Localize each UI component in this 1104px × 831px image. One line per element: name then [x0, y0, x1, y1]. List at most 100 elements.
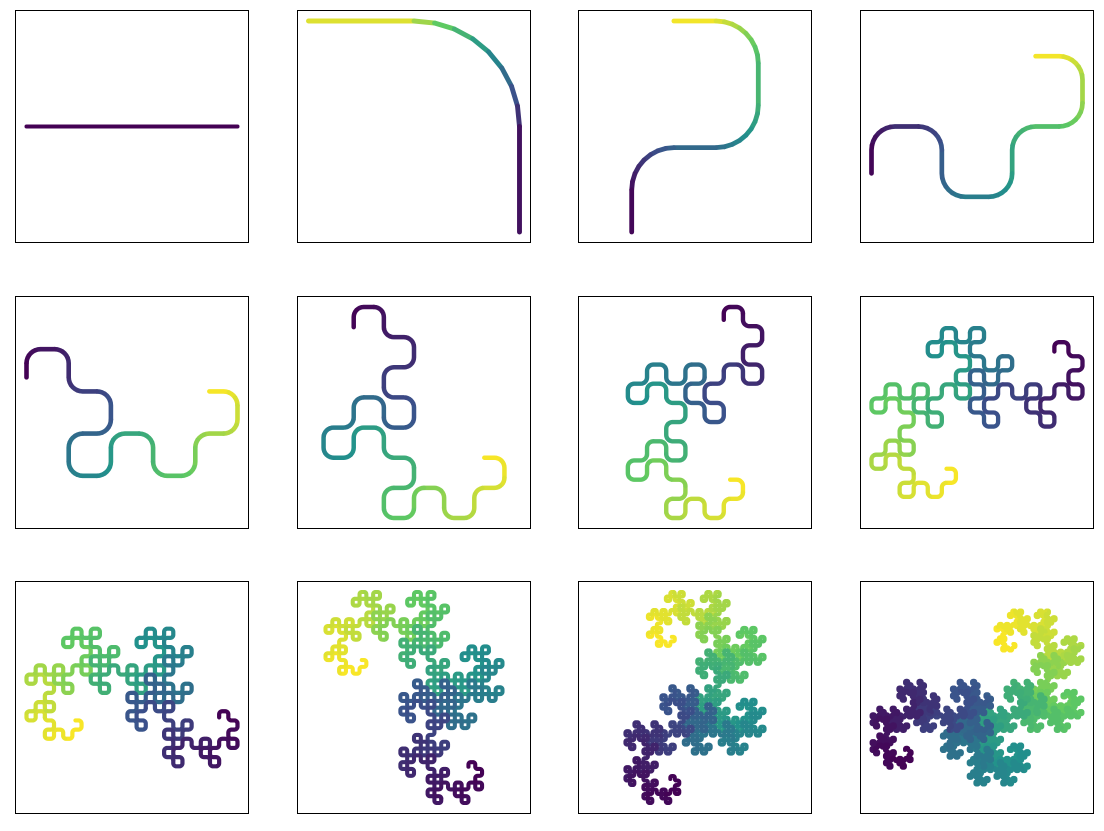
curve-segment — [1038, 383, 1058, 404]
curve-segment — [425, 591, 451, 615]
curve-segment — [664, 421, 672, 443]
curve-segment — [957, 688, 978, 720]
curve-segment — [1062, 645, 1085, 666]
curve-segment — [713, 591, 731, 617]
curve-segment — [88, 655, 102, 680]
curve-segment — [1020, 382, 1041, 401]
curve-segment — [1057, 705, 1081, 733]
curve-segment — [398, 637, 416, 663]
curve-segment — [61, 626, 84, 647]
curve-segment — [425, 774, 444, 806]
curve-segment — [24, 699, 49, 716]
curve-segment — [207, 389, 232, 395]
curve-segment — [912, 480, 932, 499]
curve-segment — [459, 651, 485, 676]
curve-segment — [480, 649, 505, 669]
curve-segment — [432, 671, 457, 696]
curve-segment — [162, 662, 176, 686]
curve-segment — [323, 637, 348, 658]
curve-segment — [679, 499, 689, 520]
curve-segment — [134, 635, 156, 650]
curve-segment — [159, 472, 184, 479]
curve-segment — [425, 664, 443, 697]
panel-iteration-6 — [578, 296, 812, 529]
curve-segment — [1042, 705, 1064, 733]
curve-segment — [995, 608, 1021, 636]
curve-segment — [380, 431, 387, 454]
curve-segment — [42, 715, 57, 740]
curve-segment — [896, 685, 924, 707]
curve-segment — [753, 323, 765, 343]
curve-segment — [897, 482, 917, 500]
curve-segment — [421, 485, 444, 494]
curve-segment — [923, 411, 944, 429]
curve-segment — [432, 780, 458, 801]
curve-segment — [667, 376, 688, 386]
curve-segment — [321, 433, 328, 456]
curve-segment — [967, 325, 987, 342]
curve-segment — [678, 443, 688, 463]
curve-segment — [927, 480, 948, 500]
curve-segment — [446, 514, 469, 521]
curve-segment — [641, 739, 659, 765]
curve-segment — [721, 362, 741, 374]
curve-segment — [80, 430, 105, 436]
curve-segment — [343, 618, 362, 642]
curve-segment — [644, 381, 663, 399]
curve-segment — [217, 709, 240, 725]
curve-segment — [190, 736, 213, 751]
curve-segment — [699, 702, 718, 734]
panel-iteration-3 — [860, 10, 1094, 243]
curve-segment — [107, 445, 114, 470]
curve-segment — [486, 49, 505, 71]
curve-segment — [419, 753, 439, 778]
curve-segment — [337, 658, 369, 676]
curve-segment — [387, 334, 411, 341]
curve-segment — [982, 411, 1001, 429]
curve-segment — [66, 439, 73, 465]
curve-segment — [925, 406, 944, 427]
curve-segment — [65, 355, 71, 380]
curve-segment — [882, 452, 902, 470]
curve-segment — [207, 744, 222, 769]
curve-segment — [1040, 609, 1058, 640]
curve-segment — [425, 719, 446, 738]
curve-segment — [1010, 742, 1031, 774]
curve-segment — [464, 678, 484, 703]
curve-segment — [425, 679, 451, 703]
curve-segment — [143, 672, 158, 695]
curve-segment — [389, 455, 412, 462]
curve-segment — [24, 671, 40, 686]
curve-segment — [381, 367, 390, 390]
curve-segment — [452, 692, 469, 718]
curve-segment — [939, 382, 959, 398]
curve-segment — [872, 438, 893, 458]
curve-segment — [480, 483, 503, 491]
curve-segment — [162, 654, 185, 668]
curve-segment — [432, 20, 457, 32]
curve-segment — [480, 678, 505, 698]
curve-segment — [744, 338, 765, 349]
curve-segment — [191, 445, 198, 470]
curve-segment — [740, 311, 758, 329]
curve-segment — [664, 451, 683, 463]
curve-segment — [473, 686, 498, 703]
curve-segment — [943, 466, 959, 486]
curve-segment — [327, 424, 350, 431]
curve-segment — [391, 482, 414, 491]
curve-segment — [108, 663, 133, 677]
curve-segment — [683, 362, 694, 381]
curve-segment — [636, 757, 659, 774]
curve-segment — [171, 681, 194, 705]
curve-segment — [741, 359, 763, 369]
curve-segment — [981, 396, 999, 417]
curve-segment — [623, 733, 650, 752]
curve-segment — [681, 725, 700, 752]
curve-segment — [662, 365, 673, 386]
curve-segment — [143, 699, 167, 714]
curve-segment — [664, 510, 684, 521]
curve-segment — [664, 395, 684, 406]
curve-segment — [405, 698, 437, 715]
curve-segment — [968, 368, 989, 386]
curve-segment — [354, 304, 377, 313]
